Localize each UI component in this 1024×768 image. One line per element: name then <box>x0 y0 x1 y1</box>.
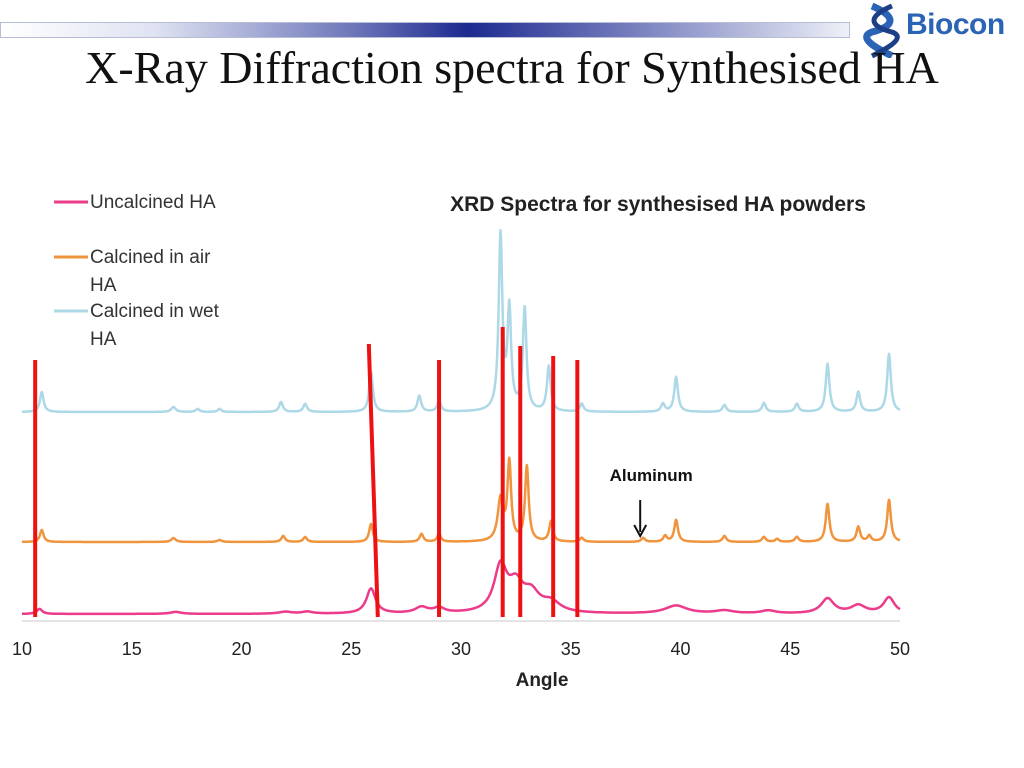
series-traces <box>21 228 901 616</box>
x-tick-label: 20 <box>231 639 251 659</box>
series-line-air <box>21 456 901 544</box>
biocon-logo: Biocon <box>862 2 1022 60</box>
logo-text: Biocon <box>906 8 1005 41</box>
x-tick-label: 25 <box>341 639 361 659</box>
x-axis-label: Angle <box>516 670 569 691</box>
x-tick-label: 10 <box>12 639 32 659</box>
x-tick-label: 35 <box>561 639 581 659</box>
legend: Uncalcined HA Calcined in air HA Calcined i… <box>54 192 220 350</box>
x-tick-label: 45 <box>780 639 800 659</box>
x-tick-label: 50 <box>890 639 910 659</box>
x-tick-label: 40 <box>670 639 690 659</box>
chart-title: XRD Spectra for synthesised HA powders <box>450 193 866 216</box>
legend-label: Calcined in air <box>90 247 211 268</box>
legend-label: Uncalcined HA <box>90 192 216 213</box>
series-line-wet <box>21 228 901 414</box>
xrd-chart: XRD Spectra for synthesised HA powders U… <box>12 192 910 691</box>
legend-label: Calcined in wet <box>90 301 220 322</box>
annotation-label: Aluminum <box>610 466 693 485</box>
x-tick-label: 30 <box>451 639 471 659</box>
annotation: Aluminum <box>610 466 693 539</box>
legend-label: HA <box>90 275 117 296</box>
series-line-uncalcined <box>21 559 901 616</box>
dna-helix-icon <box>863 2 900 60</box>
peak-marker <box>366 343 380 618</box>
slide-title: X-Ray Diffraction spectra for Synthesise… <box>85 42 939 93</box>
x-tick-labels: 10 15 20 25 30 35 40 45 50 <box>12 639 910 659</box>
peak-markers <box>33 327 580 618</box>
annotation-arrowhead <box>633 524 648 539</box>
x-tick-label: 15 <box>122 639 142 659</box>
legend-label: HA <box>90 329 117 350</box>
title-decoration-bar <box>0 22 850 38</box>
